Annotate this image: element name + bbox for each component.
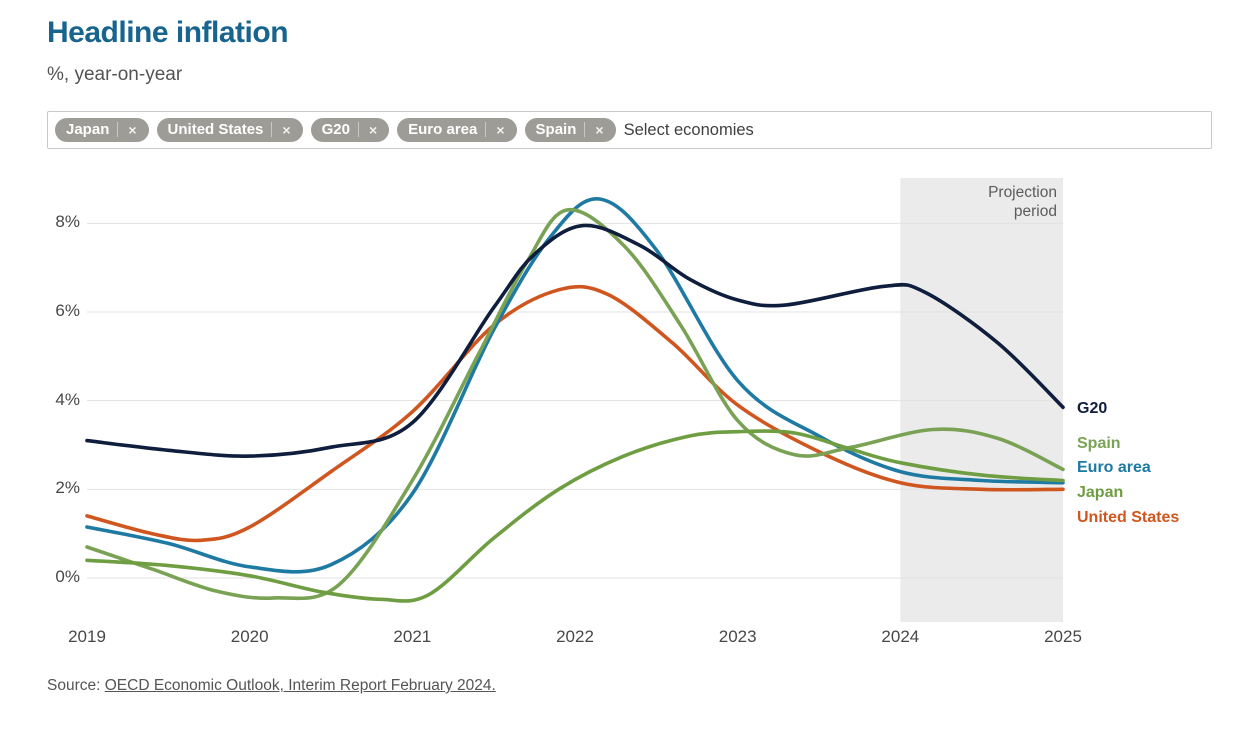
economy-chip[interactable]: Japan × xyxy=(55,118,149,142)
x-axis-label: 2021 xyxy=(393,627,432,646)
economy-chip-label: Spain xyxy=(535,121,577,138)
remove-chip-icon[interactable]: × xyxy=(496,121,505,138)
y-axis-label: 2% xyxy=(55,478,80,498)
legend-label-japan: Japan xyxy=(1077,484,1124,501)
y-axis-label: 0% xyxy=(55,567,80,586)
series-line-euro-area xyxy=(85,197,1065,574)
x-axis-label: 2025 xyxy=(1044,627,1082,646)
series-line-g20 xyxy=(85,223,1065,458)
y-axis-label: 4% xyxy=(55,389,80,409)
source-prefix: Source: xyxy=(47,677,105,694)
chip-divider xyxy=(271,122,273,137)
legend-label-united-states: United States xyxy=(1077,509,1180,526)
x-axis-label: 2024 xyxy=(881,627,920,646)
x-axis-label: 2022 xyxy=(556,627,594,646)
remove-chip-icon[interactable]: × xyxy=(368,121,378,138)
y-axis-label: 8% xyxy=(55,212,80,232)
remove-chip-icon[interactable]: × xyxy=(128,121,137,138)
source-note: Source: OECD Economic Outlook, Interim R… xyxy=(47,677,496,695)
projection-period-label: Projection period xyxy=(988,184,1057,220)
economies-select-box[interactable]: Japan × United States × G20 × Euro area × Spain ×… xyxy=(47,111,1212,149)
legend-label-euro-area: Euro area xyxy=(1077,459,1151,476)
chip-divider xyxy=(117,122,119,137)
series-line-japan xyxy=(85,429,1065,603)
remove-chip-icon[interactable]: × xyxy=(282,121,291,138)
projection-period-region xyxy=(900,178,1063,622)
economy-chip[interactable]: Spain × xyxy=(524,118,616,142)
select-economies-input[interactable]: Select economies xyxy=(623,120,754,139)
series-line-spain xyxy=(85,208,1065,601)
economy-chip[interactable]: G20 × xyxy=(310,118,390,142)
y-axis-label: 6% xyxy=(55,301,80,320)
remove-chip-icon[interactable]: × xyxy=(595,121,604,138)
economy-chip-label: G20 xyxy=(321,121,350,138)
source-link[interactable]: OECD Economic Outlook, Interim Report Fe… xyxy=(104,677,496,694)
economy-chip-label: United States xyxy=(167,121,264,138)
legend-label-spain: Spain xyxy=(1077,435,1121,452)
page-title: Headline inflation xyxy=(47,16,289,49)
legend-label-g20: G20 xyxy=(1077,400,1108,417)
chart-subtitle: %, year-on-year xyxy=(47,64,183,85)
chip-divider xyxy=(485,122,487,137)
chip-divider xyxy=(584,122,586,137)
economy-chip-label: Euro area xyxy=(408,121,478,138)
selected-economies-list: Japan × United States × G20 × Euro area × Spain × xyxy=(55,118,616,142)
economy-chip-label: Japan xyxy=(66,121,110,138)
economy-chip[interactable]: Euro area × xyxy=(397,118,517,142)
series-line-united-states xyxy=(85,284,1065,543)
x-axis-label: 2023 xyxy=(718,627,757,646)
chip-divider xyxy=(357,122,359,137)
x-axis-label: 2019 xyxy=(68,627,106,646)
x-axis-label: 2020 xyxy=(230,627,269,646)
economy-chip[interactable]: United States × xyxy=(156,118,303,142)
